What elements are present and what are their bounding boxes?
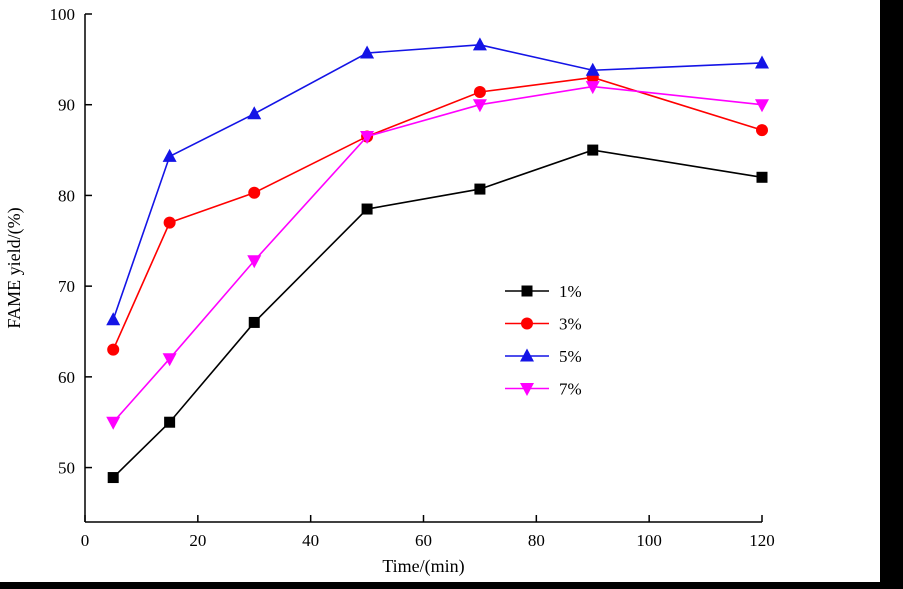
marker-square — [587, 144, 599, 156]
series-line-7% — [112, 85, 763, 423]
marker-circle — [163, 216, 176, 229]
x-tick-label: 0 — [81, 531, 90, 550]
marker-square — [474, 183, 486, 195]
legend-label: 1% — [559, 282, 582, 301]
marker-circle — [521, 317, 533, 330]
marker-triangle-up — [585, 62, 600, 76]
x-axis-label: Time/(min) — [382, 556, 464, 577]
marker-square — [756, 171, 768, 183]
chart-canvas: 0 20 40 60 80 100 120 50 60 70 80 90 100 1% 3% 5% 7% Time… — [0, 0, 880, 582]
marker-triangle-down — [360, 130, 375, 144]
legend: 1% 3% 5% 7% — [505, 282, 582, 399]
series-line-1% — [112, 149, 763, 479]
marker-triangle-down — [247, 255, 262, 269]
marker-square — [248, 316, 260, 328]
marker-triangle-down — [520, 383, 534, 396]
y-tick-label: 100 — [50, 5, 76, 24]
marker-triangle-up — [520, 348, 534, 362]
marker-triangle-down — [755, 99, 769, 113]
marker-triangle-up — [755, 55, 769, 69]
marker-circle — [248, 186, 261, 199]
marker-square — [521, 285, 533, 297]
legend-label: 5% — [559, 347, 582, 366]
marker-triangle-up — [106, 312, 121, 326]
series-line-3% — [112, 76, 763, 350]
marker-triangle-up — [360, 45, 375, 59]
x-tick-label: 100 — [636, 531, 662, 550]
marker-circle — [473, 86, 486, 99]
marker-triangle-down — [162, 353, 177, 367]
marker-circle — [756, 124, 768, 137]
marker-triangle-up — [162, 148, 177, 162]
marker-triangle-down — [472, 99, 487, 113]
x-tick-label: 120 — [749, 531, 775, 550]
fame-yield-line-chart: 0 20 40 60 80 100 120 50 60 70 80 90 100 1% 3% 5% 7% Time… — [4, 5, 775, 577]
marker-triangle-down — [106, 416, 121, 430]
y-tick-label: 70 — [58, 277, 75, 296]
legend-label: 3% — [559, 315, 582, 334]
marker-triangle-up — [247, 106, 262, 120]
y-tick-label: 90 — [58, 96, 75, 115]
series-line-5% — [112, 44, 763, 320]
y-tick-label: 60 — [58, 368, 75, 387]
marker-circle — [107, 343, 120, 356]
y-axis-label: FAME yield/(%) — [4, 207, 25, 328]
x-tick-label: 20 — [189, 531, 206, 550]
legend-label: 7% — [559, 380, 582, 399]
y-tick-label: 80 — [58, 186, 75, 205]
marker-triangle-up — [472, 37, 487, 51]
marker-square — [107, 472, 119, 484]
marker-square — [361, 203, 373, 215]
y-tick-label: 50 — [58, 459, 75, 478]
marker-triangle-down — [585, 81, 600, 95]
x-tick-label: 60 — [415, 531, 432, 550]
x-tick-label: 80 — [528, 531, 545, 550]
x-tick-label: 40 — [302, 531, 319, 550]
marker-square — [164, 416, 176, 428]
